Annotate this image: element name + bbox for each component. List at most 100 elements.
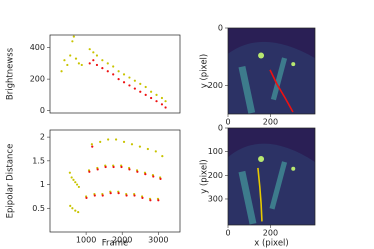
- point: [85, 196, 88, 199]
- point: [130, 143, 134, 146]
- point: [77, 185, 80, 189]
- axes-frame: [227, 27, 316, 115]
- point: [117, 78, 120, 81]
- y-axis-label: y (pixel): [200, 159, 210, 193]
- point: [66, 63, 69, 67]
- point: [112, 165, 115, 169]
- tip: [291, 62, 296, 67]
- point: [164, 106, 167, 109]
- plot-area: [68, 138, 164, 214]
- point: [114, 138, 118, 141]
- point: [139, 82, 142, 85]
- y-tick-label: 0: [218, 24, 223, 33]
- point: [128, 168, 131, 171]
- point: [70, 176, 73, 179]
- point: [95, 63, 99, 67]
- y-tick-label: 1: [40, 180, 45, 189]
- point: [150, 90, 153, 93]
- point: [72, 35, 75, 38]
- point: [77, 210, 80, 214]
- point: [112, 73, 115, 76]
- axes-frame: [49, 129, 181, 233]
- point: [88, 62, 91, 65]
- point: [92, 51, 95, 54]
- point: [160, 96, 164, 100]
- point: [71, 40, 74, 43]
- point: [107, 138, 110, 141]
- point: [138, 145, 142, 148]
- y-axis-label: Brightnewss: [6, 47, 16, 100]
- point: [146, 147, 149, 151]
- point: [101, 59, 104, 62]
- point: [63, 59, 66, 62]
- point: [155, 93, 158, 96]
- point: [152, 175, 155, 178]
- instrument: [238, 65, 256, 114]
- point: [136, 170, 139, 173]
- point: [139, 90, 142, 93]
- point: [101, 194, 104, 197]
- point: [160, 103, 164, 106]
- point: [155, 100, 158, 103]
- point: [128, 76, 131, 79]
- point: [95, 54, 99, 57]
- point: [91, 145, 94, 148]
- point: [104, 165, 107, 169]
- y-tick-label: 400: [30, 43, 45, 52]
- point: [122, 73, 126, 76]
- tip: [258, 156, 265, 163]
- point: [106, 62, 109, 65]
- x-tick-label: 2000: [112, 236, 132, 245]
- point: [159, 177, 162, 180]
- point: [122, 81, 126, 84]
- point: [150, 96, 153, 100]
- x-tick-label: 200: [263, 118, 278, 127]
- y-tick-label: 2: [40, 133, 45, 142]
- point: [71, 207, 74, 210]
- point: [157, 199, 160, 202]
- point: [68, 171, 71, 174]
- y-tick-label: 0: [40, 106, 45, 115]
- point: [120, 165, 123, 169]
- x-axis-label: x (pixel): [254, 239, 288, 249]
- point: [99, 140, 102, 143]
- axes-frame: [49, 34, 181, 114]
- y-tick-label: 200: [208, 81, 223, 90]
- point: [117, 70, 120, 73]
- point: [133, 79, 136, 82]
- point: [88, 170, 91, 173]
- instrument: [270, 57, 288, 101]
- point: [141, 196, 144, 199]
- point: [69, 204, 72, 208]
- y-tick-label: 300: [208, 194, 223, 203]
- x-tick-label: 3000: [148, 236, 168, 245]
- point: [96, 168, 99, 171]
- point: [74, 57, 78, 60]
- y-axis-label: Epipolar Distance: [6, 144, 16, 219]
- y-tick-label: 1.5: [32, 156, 45, 165]
- plot-area: [228, 128, 315, 225]
- point: [154, 150, 157, 153]
- instrument: [269, 161, 288, 210]
- point: [144, 173, 147, 176]
- point: [77, 62, 80, 65]
- tip: [258, 52, 265, 59]
- point: [93, 194, 96, 197]
- x-axis-label: Frame: [102, 239, 128, 249]
- point: [74, 209, 77, 212]
- point: [125, 194, 128, 197]
- y-tick-label: 0: [218, 124, 223, 133]
- point: [88, 48, 91, 51]
- x-tick-label: 200: [263, 229, 278, 238]
- instrument: [238, 170, 257, 225]
- point: [112, 65, 115, 68]
- point: [72, 178, 75, 181]
- point: [144, 85, 147, 89]
- point: [133, 87, 136, 90]
- point: [117, 191, 120, 195]
- y-tick-label: 0.5: [32, 204, 45, 213]
- point: [74, 181, 77, 184]
- point: [161, 154, 164, 158]
- y-tick-label: 100: [208, 147, 223, 156]
